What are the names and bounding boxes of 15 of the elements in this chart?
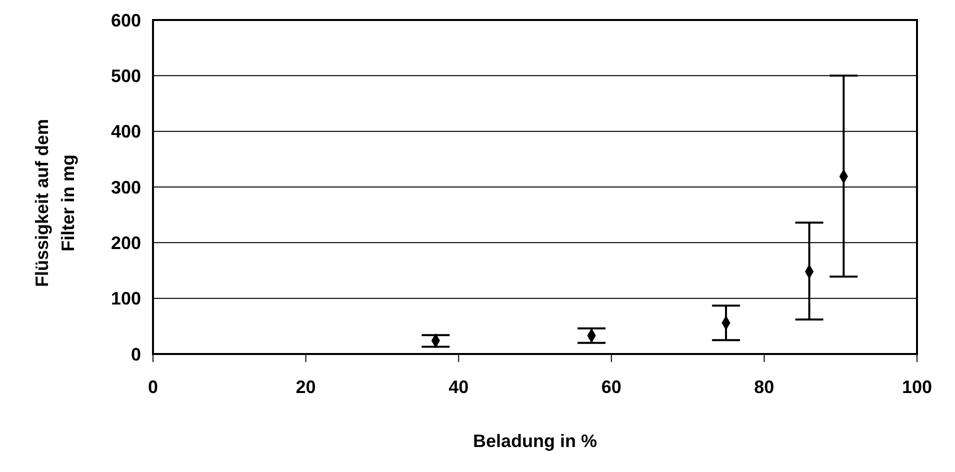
x-tick-label: 40 [448,376,469,397]
y-tick-label: 100 [110,288,141,309]
x-tick-label: 60 [601,376,622,397]
x-axis-title: Beladung in % [472,430,598,451]
y-tick-label: 400 [110,122,141,142]
y-tick-label: 500 [110,66,141,86]
x-tick-label: 80 [754,376,774,397]
y-tick-label: 300 [110,177,141,198]
x-tick-label: 0 [148,376,158,397]
y-tick-label: 200 [110,233,141,254]
y-axis-title: Flüssigkeit auf dem Filter in mg [32,118,78,288]
y-tick-label: 0 [130,344,141,364]
y-tick-label: 600 [110,10,141,30]
x-tick-label: 100 [902,376,932,397]
x-tick-label: 20 [296,376,316,397]
